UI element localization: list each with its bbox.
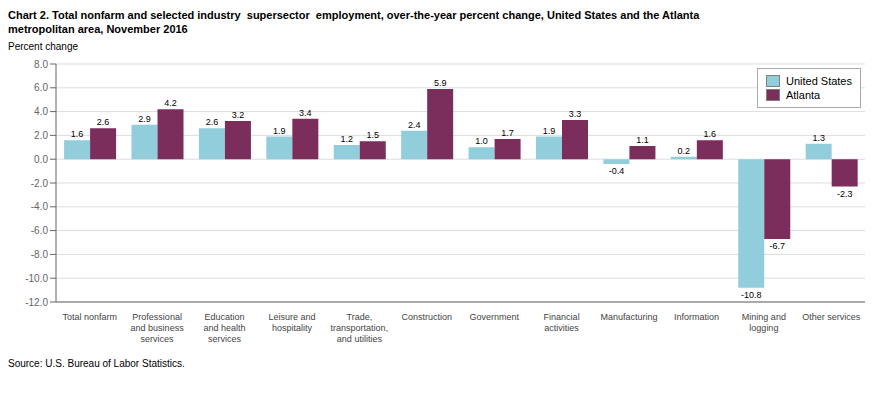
- svg-text:-10.8: -10.8: [741, 289, 762, 299]
- svg-text:-2.0: -2.0: [31, 177, 49, 188]
- svg-text:1.5: 1.5: [366, 130, 379, 140]
- svg-text:3.2: 3.2: [232, 110, 245, 120]
- svg-text:Construction: Construction: [402, 312, 453, 322]
- svg-text:Educationand healthservices: Educationand healthservices: [204, 312, 246, 344]
- svg-text:2.9: 2.9: [138, 113, 151, 123]
- svg-text:1.0: 1.0: [475, 136, 488, 146]
- svg-text:2.0: 2.0: [34, 130, 48, 141]
- svg-text:Financialactivities: Financialactivities: [544, 312, 580, 333]
- svg-text:-6.7: -6.7: [769, 241, 785, 251]
- svg-text:-4.0: -4.0: [31, 201, 49, 212]
- svg-text:1.9: 1.9: [273, 125, 286, 135]
- svg-text:-12.0: -12.0: [25, 296, 48, 307]
- svg-text:5.9: 5.9: [434, 78, 447, 88]
- svg-text:3.3: 3.3: [569, 109, 582, 119]
- svg-text:-6.0: -6.0: [31, 225, 49, 236]
- svg-text:8.0: 8.0: [34, 58, 48, 69]
- svg-text:Other services: Other services: [802, 312, 861, 322]
- svg-text:4.2: 4.2: [164, 98, 177, 108]
- svg-text:1.1: 1.1: [636, 135, 649, 145]
- html-text:United States: United States: [786, 74, 852, 87]
- svg-text:1.9: 1.9: [543, 125, 556, 135]
- svg-text:1.2: 1.2: [340, 134, 353, 144]
- html-text:Percent change: Percent change: [8, 40, 79, 52]
- svg-text:1.7: 1.7: [501, 128, 514, 138]
- html-text:Source: U.S. Bureau of Labor S: Source: U.S. Bureau of Labor Statistics.: [8, 357, 185, 369]
- svg-text:2.6: 2.6: [206, 117, 219, 127]
- svg-text:Professionaland businessservic: Professionaland businessservices: [131, 312, 185, 344]
- svg-text:3.4: 3.4: [299, 107, 312, 117]
- svg-text:-10.0: -10.0: [25, 272, 48, 283]
- svg-text:-2.3: -2.3: [837, 188, 853, 198]
- svg-text:-8.0: -8.0: [31, 249, 49, 260]
- svg-text:0.0: 0.0: [34, 153, 48, 164]
- svg-text:Information: Information: [674, 312, 719, 322]
- svg-text:6.0: 6.0: [34, 82, 48, 93]
- svg-text:1.6: 1.6: [71, 129, 84, 139]
- svg-text:-0.4: -0.4: [609, 166, 625, 176]
- svg-text:2.6: 2.6: [97, 117, 110, 127]
- svg-text:Total nonfarm: Total nonfarm: [62, 312, 117, 322]
- svg-text:Trade,transportation,and utili: Trade,transportation,and utilities: [331, 312, 389, 344]
- svg-text:2.4: 2.4: [408, 119, 421, 129]
- svg-text:0.2: 0.2: [678, 145, 691, 155]
- svg-text:Mining andlogging: Mining andlogging: [742, 312, 786, 333]
- html-text:Chart 2. Total nonfarm and sel: Chart 2. Total nonfarm and selected indu…: [8, 9, 700, 36]
- svg-text:1.3: 1.3: [812, 132, 825, 142]
- svg-text:4.0: 4.0: [34, 106, 48, 117]
- svg-text:1.6: 1.6: [704, 129, 717, 139]
- svg-text:Government: Government: [469, 312, 519, 322]
- svg-text:Leisure andhospitality: Leisure andhospitality: [268, 312, 315, 333]
- svg-text:Manufacturing: Manufacturing: [601, 312, 658, 322]
- html-text:Atlanta: Atlanta: [786, 88, 821, 101]
